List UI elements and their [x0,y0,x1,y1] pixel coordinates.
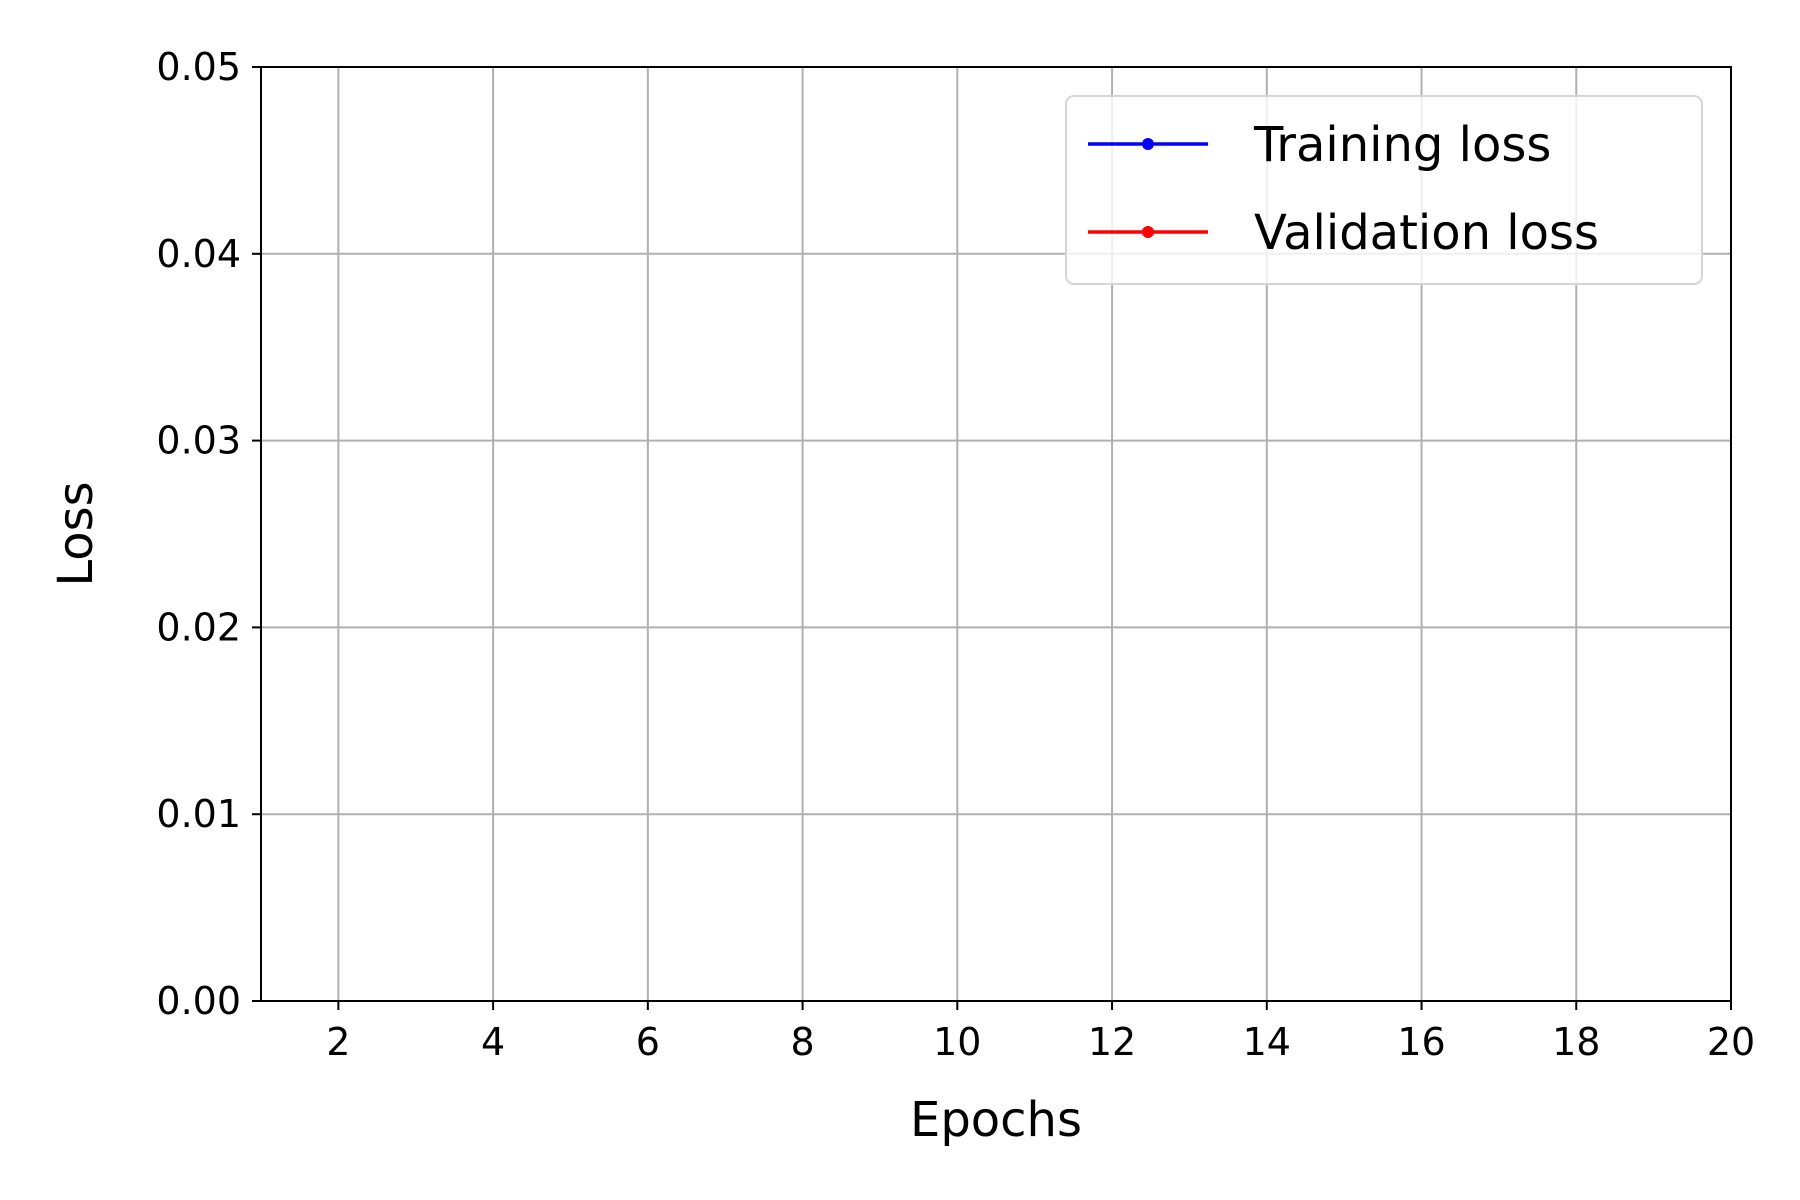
x-tick-label: 16 [1397,1020,1445,1064]
plot-frame [260,66,1732,1002]
legend: Training loss Validation loss [1065,95,1703,285]
legend-marker [1142,138,1154,150]
x-tick-label: 14 [1243,1020,1291,1064]
x-tick-label: 6 [636,1020,660,1064]
legend-label: Validation loss [1254,205,1599,261]
x-tick-label: 8 [790,1020,814,1064]
legend-label: Training loss [1253,117,1551,173]
y-tick-label: 0.05 [156,45,241,89]
x-tick-label: 10 [933,1020,981,1064]
x-tick-label: 2 [326,1020,350,1064]
y-axis-ticks: 0.00 0.01 0.02 0.03 0.04 0.05 [156,45,261,1023]
legend-marker [1142,226,1154,238]
y-tick-label: 0.04 [156,232,241,276]
x-tick-label: 4 [481,1020,505,1064]
legend-box [1065,95,1703,285]
y-axis-label: Loss [48,481,104,586]
x-tick-label: 12 [1088,1020,1136,1064]
x-axis-label: Epochs [910,1092,1082,1148]
y-tick-label: 0.03 [156,419,241,463]
x-axis-ticks: 2 4 6 8 10 12 14 16 18 20 [326,1001,1755,1064]
x-tick-label: 20 [1707,1020,1755,1064]
y-tick-label: 0.00 [156,979,241,1023]
y-tick-label: 0.01 [156,792,241,836]
x-tick-label: 18 [1552,1020,1600,1064]
y-tick-label: 0.02 [156,605,241,649]
